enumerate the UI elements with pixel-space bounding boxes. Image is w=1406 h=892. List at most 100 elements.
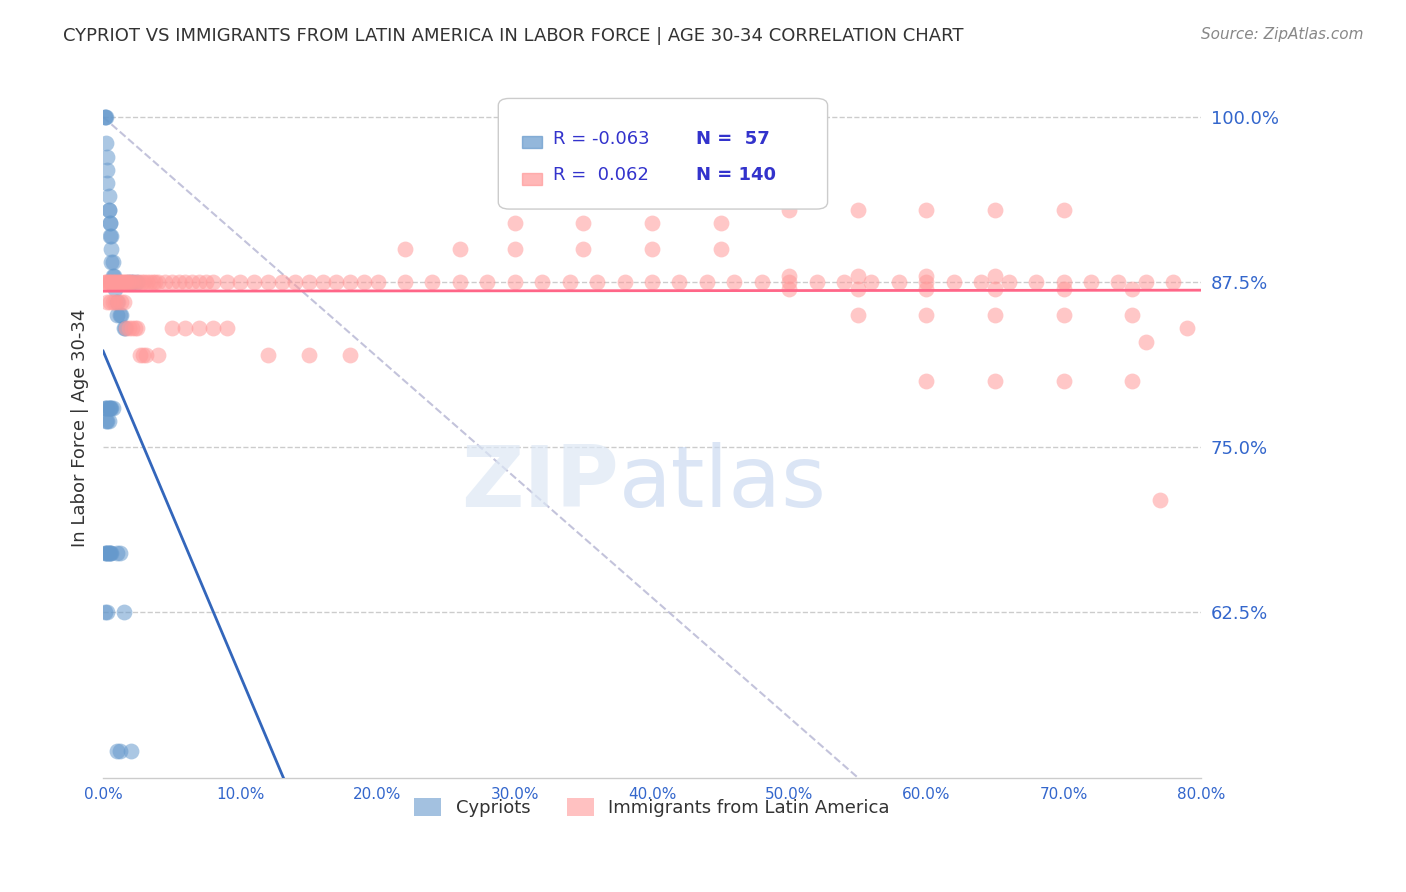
Point [167, 275, 190, 289]
Point [778, 275, 800, 289]
Point [984, 268, 1007, 283]
Point [709, 216, 731, 230]
Point [139, 275, 162, 289]
Point [298, 275, 321, 289]
Point [503, 216, 526, 230]
Point [915, 374, 938, 388]
Point [101, 275, 124, 289]
Point [153, 275, 176, 289]
Point [641, 242, 664, 256]
Point [93, 110, 115, 124]
Point [325, 275, 347, 289]
Point [124, 321, 146, 335]
Point [284, 275, 307, 289]
Point [98, 229, 121, 244]
Point [188, 321, 211, 335]
Point [915, 268, 938, 283]
Point [1052, 275, 1074, 289]
Point [96, 546, 118, 560]
Point [1052, 282, 1074, 296]
Point [132, 348, 155, 362]
Point [110, 275, 132, 289]
Point [174, 275, 197, 289]
Point [422, 275, 444, 289]
Point [915, 282, 938, 296]
Point [94, 546, 117, 560]
Point [806, 275, 828, 289]
Point [915, 308, 938, 322]
Point [112, 321, 135, 335]
Point [134, 275, 156, 289]
Point [394, 242, 416, 256]
Point [122, 275, 145, 289]
Point [1052, 374, 1074, 388]
Point [100, 242, 122, 256]
Point [104, 275, 127, 289]
Point [613, 275, 636, 289]
Point [846, 202, 869, 217]
Point [503, 242, 526, 256]
Point [723, 275, 745, 289]
Point [93, 606, 115, 620]
Point [103, 275, 125, 289]
Point [96, 150, 118, 164]
Point [104, 295, 127, 310]
Point [558, 275, 581, 289]
Point [572, 242, 595, 256]
Point [136, 275, 159, 289]
Point [96, 401, 118, 415]
Point [97, 401, 120, 415]
Point [93, 110, 115, 124]
Point [122, 275, 145, 289]
Point [103, 268, 125, 283]
Point [846, 268, 869, 283]
Point [93, 546, 115, 560]
Point [243, 275, 266, 289]
Point [101, 268, 124, 283]
Point [572, 216, 595, 230]
Point [120, 744, 142, 758]
Point [477, 275, 499, 289]
Point [96, 546, 118, 560]
Point [111, 275, 134, 289]
Point [1121, 308, 1143, 322]
Text: atlas: atlas [619, 442, 827, 525]
Point [96, 275, 118, 289]
Point [107, 275, 129, 289]
Point [832, 275, 855, 289]
Point [110, 308, 132, 322]
Text: R = -0.063: R = -0.063 [553, 130, 650, 148]
Point [1080, 275, 1102, 289]
Point [97, 189, 120, 203]
Point [98, 216, 121, 230]
Point [353, 275, 375, 289]
Point [100, 546, 122, 560]
Point [195, 275, 218, 289]
Point [108, 546, 131, 560]
Point [160, 321, 183, 335]
Legend: Cypriots, Immigrants from Latin America: Cypriots, Immigrants from Latin America [408, 790, 897, 824]
Point [101, 295, 124, 310]
Point [586, 275, 609, 289]
Point [104, 282, 127, 296]
Point [709, 242, 731, 256]
Text: Source: ZipAtlas.com: Source: ZipAtlas.com [1201, 27, 1364, 42]
Point [229, 275, 252, 289]
Point [100, 275, 122, 289]
Point [1025, 275, 1047, 289]
Point [127, 321, 149, 335]
Point [696, 275, 718, 289]
Point [215, 321, 238, 335]
Point [97, 202, 120, 217]
Point [668, 275, 690, 289]
Point [101, 401, 124, 415]
Point [112, 606, 135, 620]
Point [984, 282, 1007, 296]
Point [256, 275, 278, 289]
Point [105, 275, 128, 289]
Point [93, 275, 115, 289]
Bar [523, 136, 543, 148]
Point [110, 295, 132, 310]
Point [146, 348, 169, 362]
Point [118, 275, 141, 289]
